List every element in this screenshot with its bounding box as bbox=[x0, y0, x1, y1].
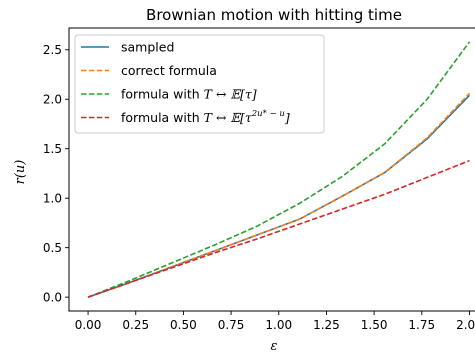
y-tick-label: 0.5 bbox=[43, 241, 62, 255]
legend: sampled correct formula formula with T ↔ 𝔼… bbox=[74, 34, 325, 134]
plot-lines bbox=[87, 41, 471, 298]
legend-label-1: sampled bbox=[121, 40, 174, 55]
x-tick-label: 0.50 bbox=[170, 318, 197, 332]
y-tick-label: 2.0 bbox=[43, 93, 62, 107]
x-tick-label: 1.50 bbox=[361, 318, 388, 332]
x-axis-label: ε bbox=[271, 339, 278, 354]
y-axis-label: r(u) bbox=[13, 160, 28, 185]
chart-title: Brownian motion with hitting time bbox=[146, 6, 402, 24]
x-axis-ticks: 0.00 0.25 0.50 0.75 1.00 1.25 1.50 1.75 2.00 bbox=[75, 311, 475, 332]
legend-label-4: formula with T ↔ 𝔼[τ2u* − u] bbox=[121, 109, 290, 125]
y-tick-label: 1.0 bbox=[43, 191, 62, 205]
y-axis-ticks: 0.0 0.5 1.0 1.5 2.0 2.5 bbox=[43, 43, 69, 304]
x-tick-label: 1.25 bbox=[313, 318, 340, 332]
plot-frame bbox=[68, 27, 475, 312]
x-tick-label: 2.00 bbox=[456, 318, 475, 332]
y-tick-label: 2.5 bbox=[43, 43, 62, 57]
series-line-3 bbox=[87, 41, 471, 298]
legend-label-2: correct formula bbox=[121, 63, 217, 78]
x-tick-label: 0.25 bbox=[122, 318, 149, 332]
x-tick-label: 1.00 bbox=[265, 318, 292, 332]
x-tick-label: 1.75 bbox=[408, 318, 435, 332]
y-tick-label: 1.5 bbox=[43, 142, 62, 156]
series-line-4 bbox=[87, 159, 470, 298]
legend-box bbox=[74, 34, 325, 134]
x-tick-label: 0.00 bbox=[75, 318, 102, 332]
legend-label-3: formula with T ↔ 𝔼[τ] bbox=[121, 87, 257, 102]
x-tick-label: 0.75 bbox=[218, 318, 245, 332]
y-tick-label: 0.0 bbox=[43, 290, 62, 304]
